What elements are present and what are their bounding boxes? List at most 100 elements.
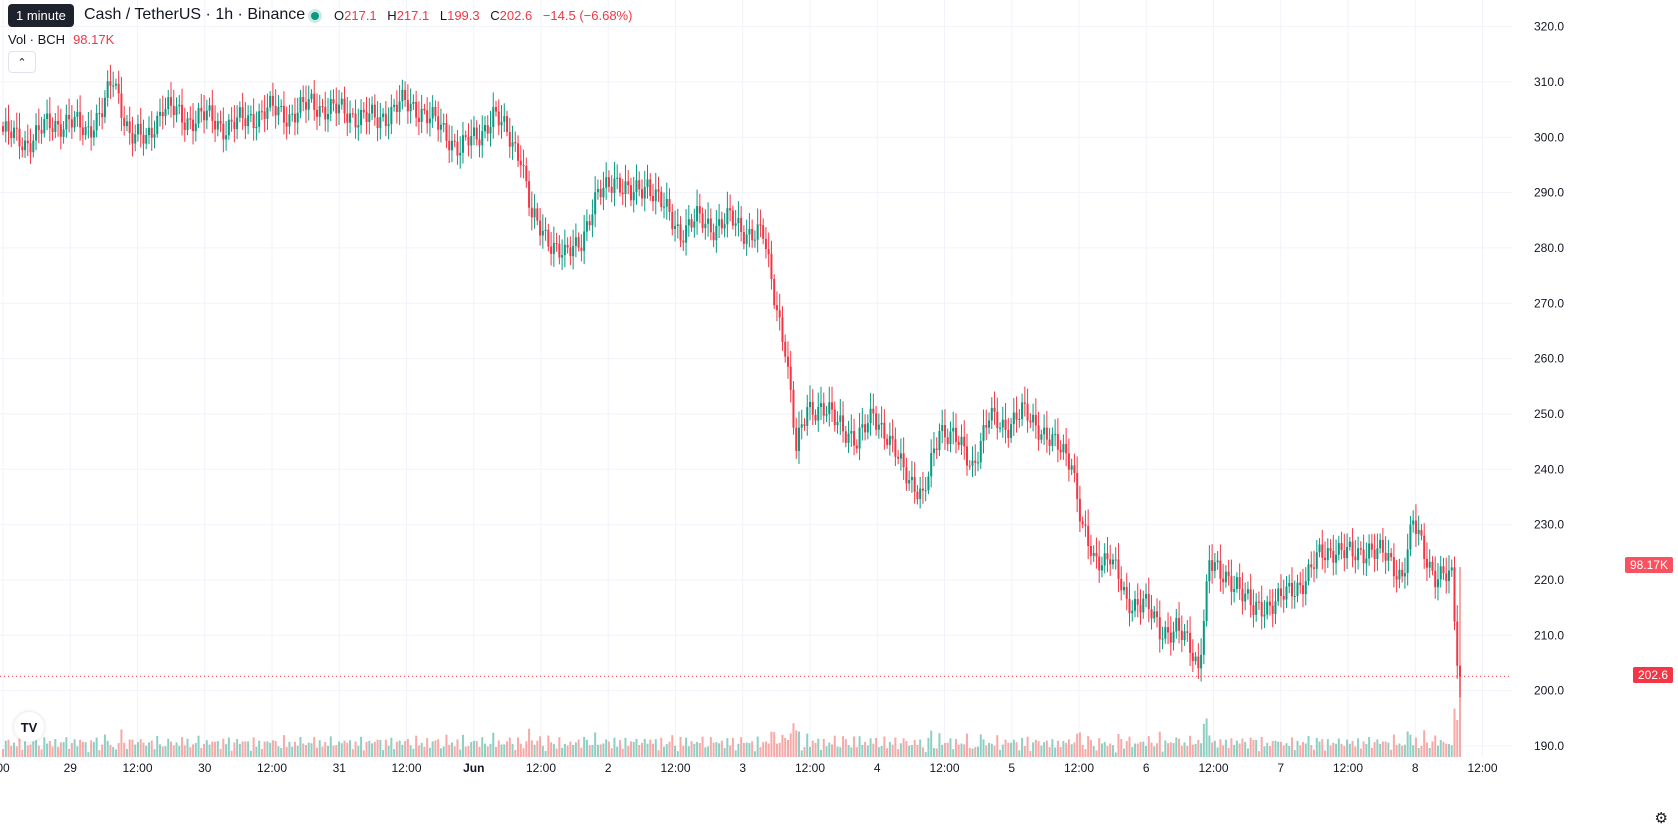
candle-body <box>1321 544 1324 558</box>
volume-bar <box>1145 746 1148 757</box>
volume-bar <box>946 742 949 757</box>
price-tick-label: 240.0 <box>1534 462 1564 476</box>
collapse-legend-button[interactable]: ⌃ <box>8 51 36 73</box>
volume-bar <box>740 737 743 757</box>
candle-body <box>850 430 853 434</box>
volume-bar <box>643 738 646 757</box>
volume-bar <box>203 743 206 757</box>
volume-bar <box>4 740 7 757</box>
candle-body <box>1186 631 1189 633</box>
volume-bar <box>103 734 106 757</box>
candle-body <box>73 116 76 128</box>
volume-bar <box>1191 744 1194 757</box>
candle-body <box>990 407 993 421</box>
time-axis[interactable]: 00 29 12:00 30 12:00 31 12:00 Jun 12:00 2 12:00 3 12… <box>0 761 1498 775</box>
volume-bar <box>384 739 387 757</box>
candle-body <box>1111 559 1114 565</box>
candle-body <box>238 107 241 118</box>
tradingview-logo[interactable]: TV <box>14 712 44 742</box>
market-status-icon[interactable] <box>308 9 322 23</box>
candle-body <box>125 121 128 127</box>
volume-bar <box>676 751 679 757</box>
candle-body <box>594 192 597 215</box>
volume-bar <box>1172 743 1175 757</box>
volume-bar <box>48 740 51 757</box>
candle-body <box>478 139 481 146</box>
candle-body <box>307 99 310 110</box>
time-tick-label: 7 <box>1277 761 1284 775</box>
candle-body <box>1164 627 1167 639</box>
candle-body <box>98 113 101 115</box>
price-axis[interactable]: 190.0 200.0 210.0 220.0 230.0 240.0 250.0 260.0… <box>1534 20 1564 753</box>
volume-bar <box>373 741 376 757</box>
volume-bar <box>525 741 528 757</box>
candle-body <box>759 224 762 226</box>
candle-body <box>1252 605 1255 615</box>
volume-bar <box>81 741 84 757</box>
candle-body <box>1238 577 1241 589</box>
volume-bar <box>415 735 418 757</box>
volume-bar <box>340 743 343 757</box>
candle-body <box>539 220 542 236</box>
candle-body <box>861 424 864 428</box>
volume-bar <box>258 740 261 757</box>
candle-body <box>136 123 139 135</box>
volume-bar <box>1412 745 1415 757</box>
price-tick-label: 270.0 <box>1534 296 1564 310</box>
candle-body <box>87 126 90 128</box>
candle-body <box>1067 453 1070 470</box>
candle-body <box>134 134 137 144</box>
volume-bar <box>1065 742 1068 757</box>
candle-body <box>927 476 930 491</box>
volume-bar <box>558 737 561 757</box>
candle-body <box>1065 444 1068 454</box>
volume-bar <box>541 745 544 757</box>
volume-bar <box>1087 736 1090 757</box>
candle-body <box>150 127 153 138</box>
candle-body <box>519 160 522 166</box>
volume-bar <box>293 741 296 757</box>
candle-body <box>1145 594 1148 599</box>
volume-bar <box>839 747 842 757</box>
volume-bar <box>842 736 845 757</box>
volume-bar <box>54 739 57 757</box>
volume-bar <box>544 751 547 757</box>
volume-bar <box>1425 742 1428 757</box>
volume-bar <box>668 741 671 757</box>
low-value: 199.3 <box>447 8 480 23</box>
candle-body <box>387 124 390 127</box>
volume-legend[interactable]: Vol · BCH 98.17K <box>8 32 114 47</box>
candle-body <box>745 234 748 244</box>
candle-body <box>682 240 685 243</box>
candle-body <box>1335 554 1338 563</box>
volume-bar <box>1021 737 1024 757</box>
market-status-dot <box>311 12 319 20</box>
candle-body <box>566 244 569 248</box>
symbol-title[interactable]: Cash / TetherUS · 1h · Binance <box>84 6 306 23</box>
volume-bar <box>222 738 225 757</box>
candle-body <box>698 206 701 214</box>
volume-bar <box>423 746 426 757</box>
volume-bar <box>957 744 960 757</box>
volume-bar <box>114 749 117 757</box>
volume-bar <box>1213 740 1216 757</box>
candle-body <box>1114 559 1117 561</box>
volume-bar <box>1365 744 1368 757</box>
candle-body <box>508 131 511 147</box>
volume-bar <box>260 748 263 757</box>
candle-body <box>1233 588 1236 592</box>
candle-body <box>814 414 817 421</box>
candle-body <box>613 178 616 193</box>
volume-bar <box>448 744 451 757</box>
volume-bar <box>409 745 412 757</box>
volume-bar <box>596 744 599 757</box>
volume-bar <box>420 742 423 757</box>
time-tick-label: 3 <box>739 761 746 775</box>
candle-body <box>1092 552 1095 556</box>
volume-value: 98.17K <box>73 32 115 47</box>
volume-bar <box>500 744 503 757</box>
volume-bar <box>489 743 492 757</box>
gear-icon[interactable]: ⚙ <box>1654 810 1668 827</box>
candle-body <box>1051 434 1054 446</box>
